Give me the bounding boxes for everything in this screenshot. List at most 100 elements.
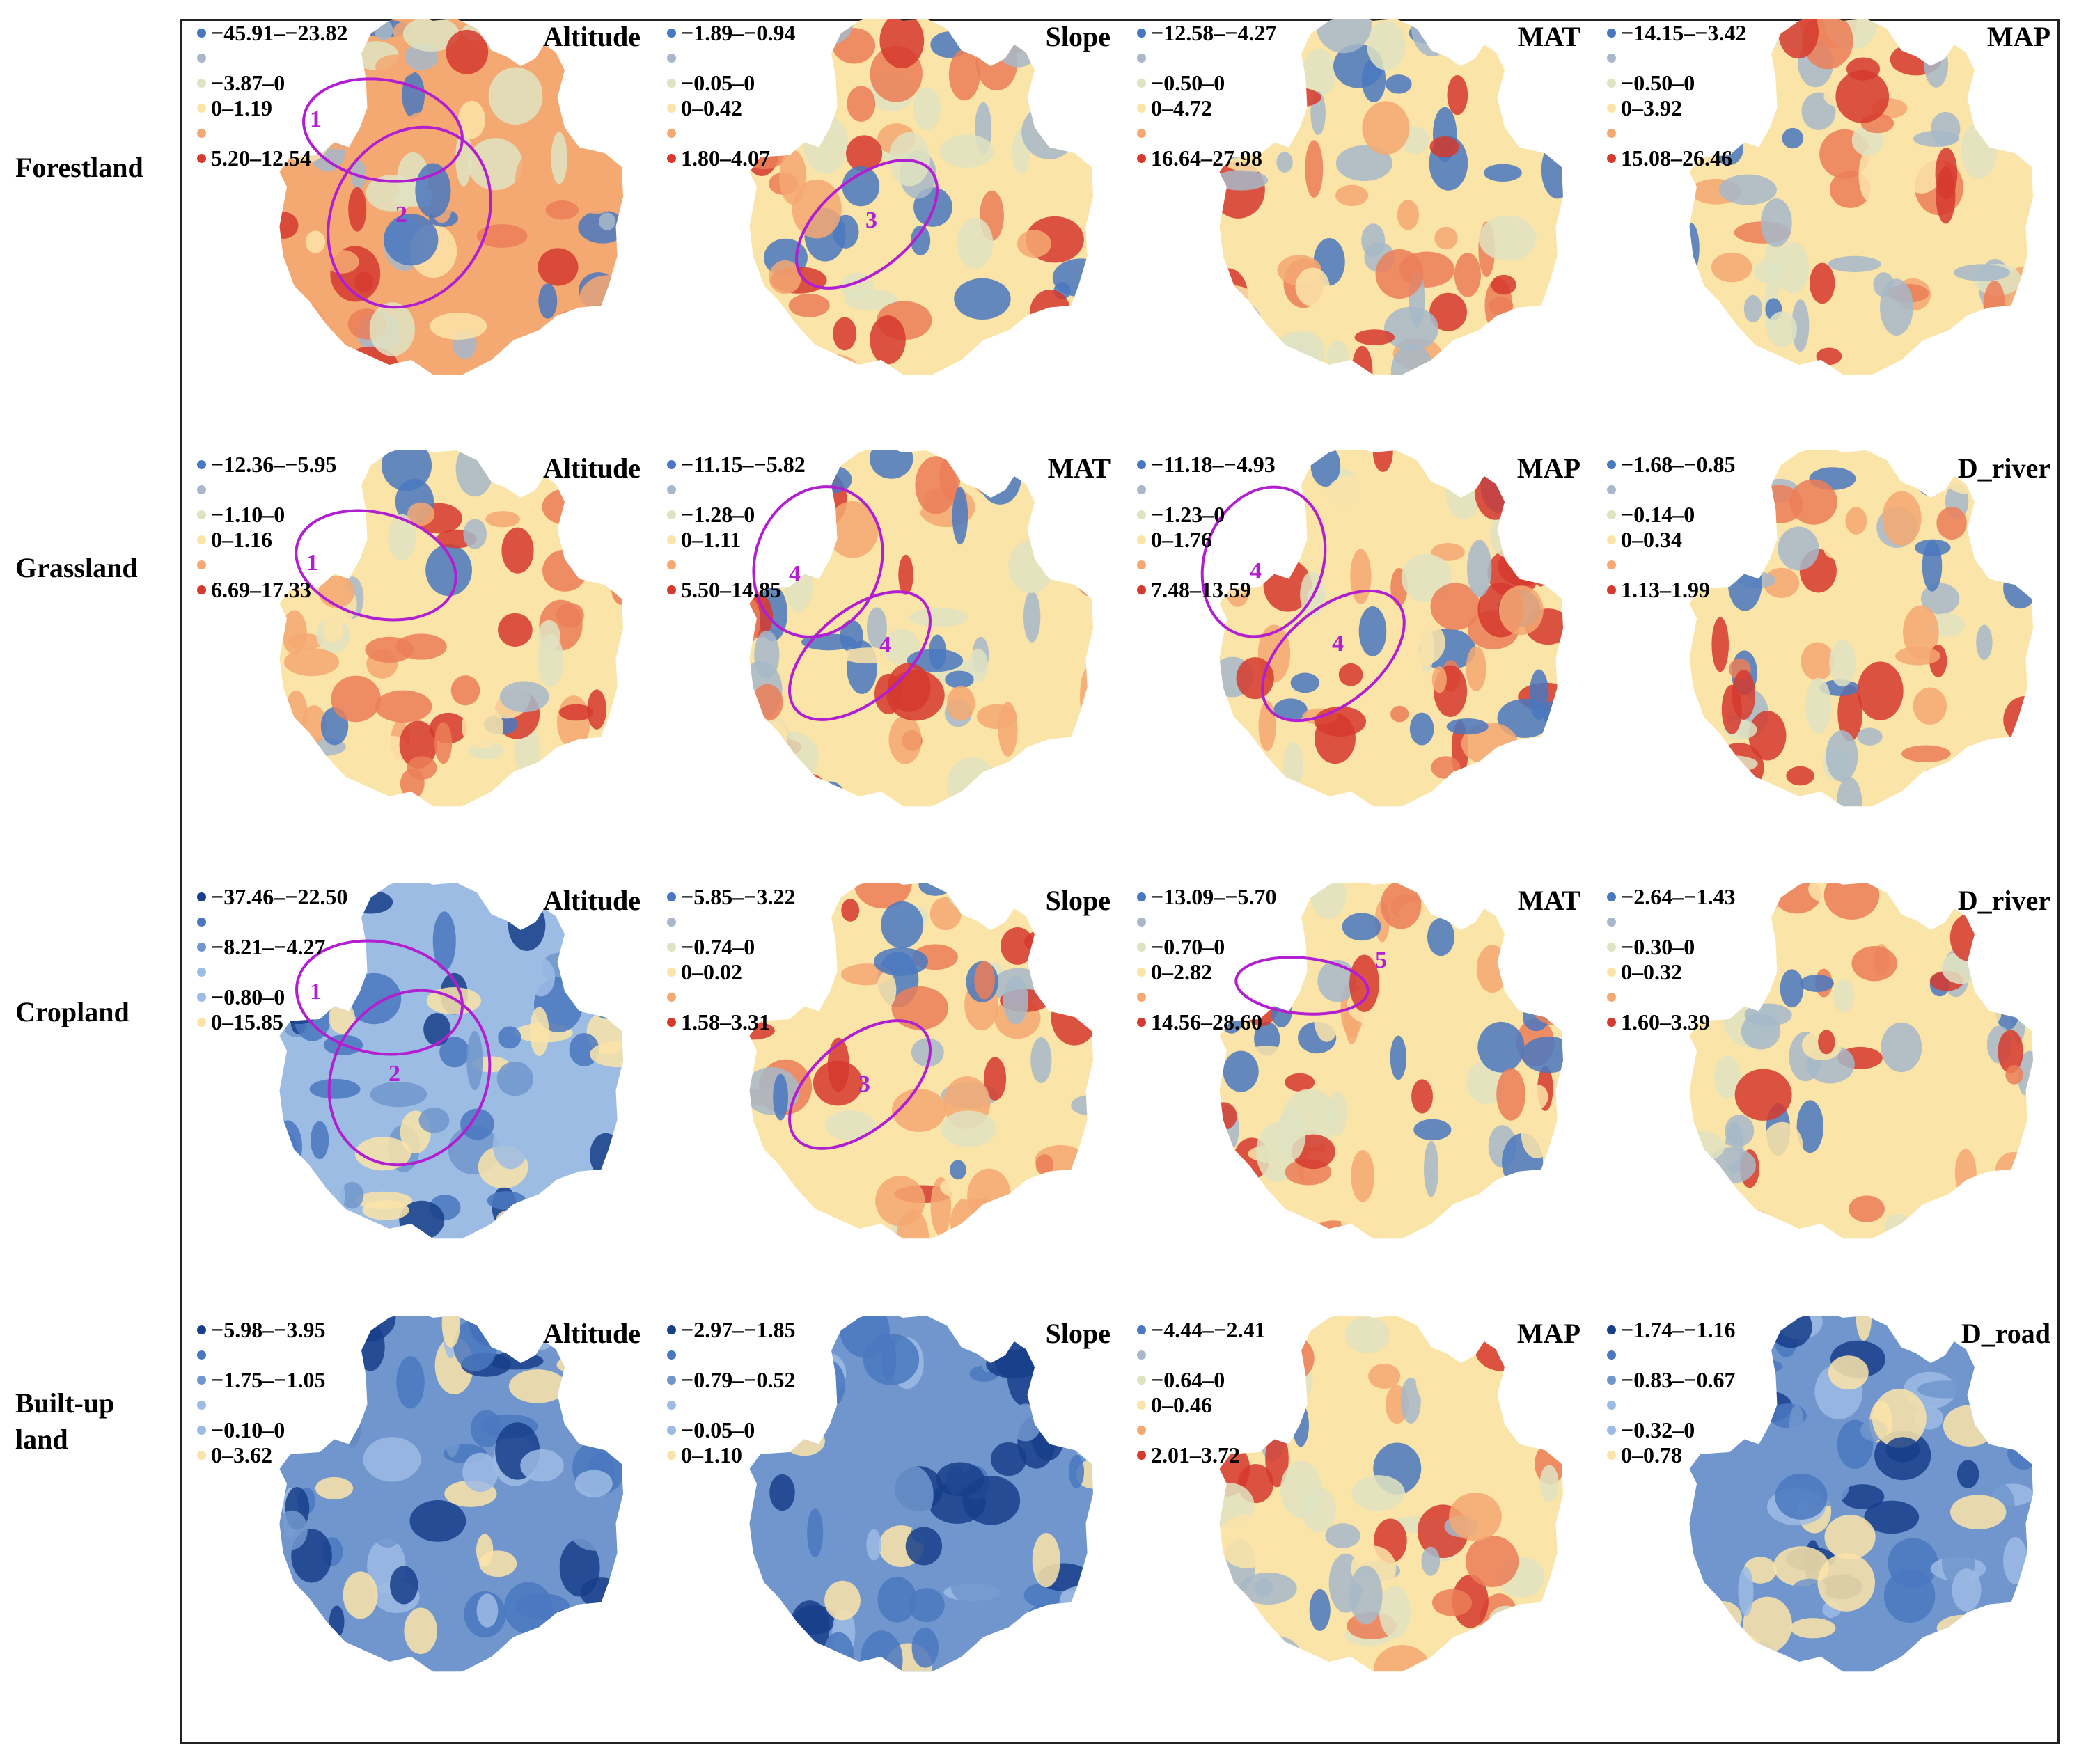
- legend-entry: −0.80–0: [196, 984, 347, 1009]
- legend-entry: −0.32–0: [1606, 1417, 1735, 1442]
- hotspot-cluster: [1390, 705, 1409, 723]
- hotspot-cluster: [1828, 255, 1881, 273]
- legend-label: −1.74–−1.16: [1621, 1317, 1736, 1342]
- hotspot-cluster: [1065, 1181, 1093, 1198]
- hotspot-cluster: [1800, 974, 1834, 992]
- ellipse-label: 2: [395, 202, 407, 228]
- hotspot-cluster: [576, 329, 595, 363]
- hotspot-cluster: [1918, 769, 1945, 803]
- hotspot-cluster: [1285, 1073, 1315, 1092]
- legend-dot: [1137, 1451, 1146, 1460]
- legend-label: −5.85–−3.22: [681, 884, 796, 909]
- hotspot-cluster: [769, 1474, 795, 1511]
- legend-entry: 1.58–3.31: [666, 1009, 795, 1034]
- legend-entry: −5.98–−3.95: [196, 1317, 325, 1342]
- hotspot-cluster: [988, 1642, 1007, 1667]
- hotspot-cluster: [908, 1588, 945, 1623]
- hotspot-cluster: [1421, 1546, 1441, 1576]
- legend-dot: [1137, 968, 1146, 977]
- hotspot-cluster: [1913, 687, 1947, 725]
- hotspot-cluster: [840, 647, 898, 664]
- hotspot-cluster: [2007, 1192, 2033, 1211]
- hotspot-cluster: [1857, 661, 1904, 720]
- hotspot-cluster: [1021, 104, 1077, 159]
- legend-dot: [1137, 918, 1146, 927]
- hotspot-cluster: [1528, 1085, 1548, 1110]
- hotspot-cluster: [541, 85, 599, 106]
- variable-name: MAT: [1047, 452, 1111, 484]
- legend-swatch: [1136, 45, 1276, 70]
- hotspot-cluster: [959, 883, 989, 906]
- legend-label: −1.68–−0.85: [1621, 452, 1736, 477]
- map-legend: −5.98–−3.95 −1.75–−1.05 −0.10–0 0–3.62: [196, 1317, 325, 1467]
- ellipse-label: 1: [310, 979, 322, 1005]
- hotspot-cluster: [1496, 1068, 1525, 1121]
- hotspot-cluster: [1255, 217, 1278, 250]
- legend-label: −12.58–−4.27: [1151, 20, 1277, 45]
- hotspot-cluster: [1718, 174, 1777, 205]
- legend-swatch: [1136, 984, 1276, 1009]
- legend-label: 0–1.19: [211, 95, 272, 120]
- hotspot-cluster: [432, 911, 456, 970]
- hotspot-cluster: [1504, 84, 1551, 136]
- hotspot-cluster: [590, 1133, 622, 1178]
- hotspot-cluster: [823, 1632, 854, 1672]
- hotspot-cluster: [549, 1608, 588, 1651]
- hotspot-cluster: [1427, 918, 1455, 956]
- hotspot-cluster: [1010, 1403, 1042, 1442]
- legend-dot: [1607, 585, 1616, 594]
- hotspot-cluster: [1516, 771, 1563, 807]
- hotspot-cluster: [1025, 345, 1049, 375]
- hotspot-cluster: [1290, 672, 1320, 693]
- legend-dot: [1137, 154, 1146, 163]
- legend-dot: [197, 918, 206, 927]
- legend-label: −0.80–0: [211, 984, 285, 1009]
- legend-dot: [197, 1350, 206, 1360]
- legend-entry: −2.97–−1.85: [666, 1317, 795, 1342]
- hotspot-cluster: [1051, 991, 1093, 1046]
- legend-entry: −1.89–−0.94: [666, 20, 795, 45]
- hotspot-cluster: [1024, 929, 1066, 954]
- legend-label: 0–1.76: [1151, 527, 1212, 552]
- legend-entry: 14.56–28.60: [1136, 1009, 1276, 1034]
- hotspot-cluster: [1068, 1454, 1085, 1489]
- hotspot-cluster: [588, 1189, 623, 1236]
- hotspot-cluster: [2001, 935, 2033, 968]
- hotspot-cluster: [1940, 713, 1967, 770]
- hotspot-cluster: [329, 1605, 345, 1638]
- hotspot-cluster: [1462, 1630, 1484, 1660]
- hotspot-map: 12: [279, 883, 623, 1239]
- map-legend: −14.15–−3.42 −0.50–0 0–3.92 15.08–26.46: [1606, 20, 1746, 171]
- hotspot-cluster: [496, 1061, 533, 1096]
- legend-label: −0.30–0: [1621, 934, 1695, 959]
- hotspot-cluster: [1491, 274, 1516, 295]
- hotspot-cluster: [1961, 123, 1998, 179]
- variable-name: Altitude: [543, 885, 641, 916]
- hotspot-cluster: [920, 1346, 966, 1383]
- hotspot-cluster: [312, 341, 329, 375]
- hotspot-cluster: [450, 675, 480, 706]
- hotspot-cluster: [441, 1316, 460, 1348]
- hotspot-cluster: [2003, 695, 2033, 744]
- map-legend: −11.18–−4.93 −1.23–0 0–1.76 7.48–13.59: [1136, 452, 1276, 602]
- hotspot-cluster: [409, 1500, 466, 1542]
- legend-entry: 5.50–14.85: [666, 577, 806, 602]
- hotspot-cluster: [1351, 345, 1373, 375]
- hotspot-cluster: [527, 958, 556, 997]
- legend-swatch: [1606, 1342, 1735, 1367]
- hotspot-cluster: [1529, 669, 1549, 720]
- hotspot-cluster: [348, 187, 367, 232]
- legend-dot: [667, 1018, 676, 1027]
- variable-name: MAP: [1516, 1318, 1580, 1349]
- hotspot-cluster: [1692, 777, 1734, 807]
- ellipse-label: 4: [879, 632, 891, 658]
- legend-label: 1.60–3.39: [1621, 1009, 1710, 1034]
- hotspot-cluster: [1431, 666, 1447, 693]
- hotspot-map: [1689, 19, 2033, 375]
- hotspot-cluster: [1761, 1121, 1804, 1175]
- hotspot-cluster: [1257, 359, 1294, 375]
- legend-swatch: [1136, 477, 1276, 502]
- hotspot-cluster: [946, 686, 975, 721]
- legend-entry: −4.44–−2.41: [1136, 1317, 1265, 1342]
- hotspot-cluster: [1413, 1119, 1452, 1141]
